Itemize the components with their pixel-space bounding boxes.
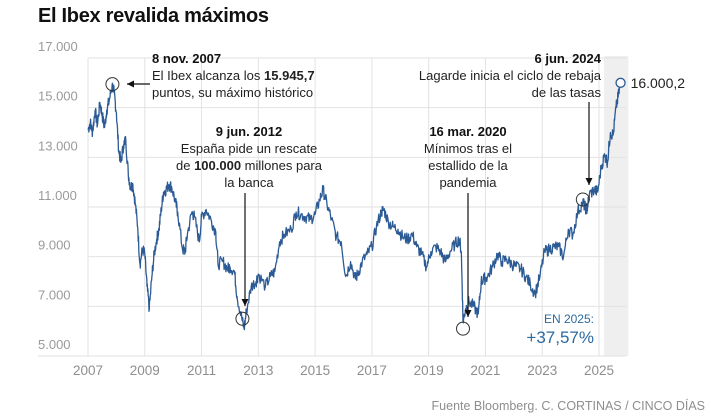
x-tick-label: 2025	[584, 363, 614, 378]
annotation-circle-marker	[235, 311, 250, 326]
y-tick-label: 15.000	[38, 89, 78, 104]
annotation-circle-marker	[575, 192, 590, 207]
annotation-text: estallido de la	[428, 158, 508, 173]
annotation-text: Mínimos tras el	[424, 141, 512, 156]
annotation-text: puntos, su máximo histórico	[152, 85, 313, 100]
annotation-circle-marker	[456, 321, 471, 336]
annotation-line: Mínimos tras el	[424, 141, 512, 156]
annotation-line: de 100.000 millones para	[176, 158, 323, 173]
annotation-text: El Ibex alcanza los	[152, 68, 264, 83]
y-tick-label: 17.000	[38, 39, 78, 54]
annotation-line: El Ibex alcanza los 15.945,7	[152, 68, 315, 83]
ytd-value: +37,57%	[526, 328, 594, 347]
annotation-line: estallido de la	[428, 158, 508, 173]
annotation-highlight: 100.000	[194, 158, 241, 173]
x-tick-label: 2023	[527, 363, 557, 378]
y-tick-label: 9.000	[38, 238, 71, 253]
annotation-text: la banca	[224, 175, 274, 190]
x-tick-label: 2013	[243, 363, 273, 378]
annotation-text: España pide un rescate	[181, 141, 318, 156]
y-tick-label: 13.000	[38, 138, 78, 153]
annotation-text: de las tasas	[532, 85, 602, 100]
annotation-lagarde-2024: 6 jun. 2024 Lagarde inicia el ciclo de re…	[419, 51, 602, 207]
series-line-ibex	[87, 82, 622, 331]
annotation-covid-2020: 16 mar. 2020 Mínimos tras el estallido de …	[424, 124, 512, 336]
annotation-line: pandemia	[439, 175, 497, 190]
x-tick-label: 2009	[130, 363, 160, 378]
annotation-text: pandemia	[439, 175, 497, 190]
annotation-arrowhead-icon	[241, 299, 249, 306]
x-tick-label: 2011	[187, 363, 216, 378]
annotation-peak-2007: 8 nov. 2007 El Ibex alcanza los 15.945,7 p…	[105, 51, 315, 100]
x-tick-label: 2007	[73, 363, 103, 378]
x-tick-label: 2021	[470, 363, 500, 378]
y-tick-label: 11.000	[38, 188, 77, 203]
annotation-circle-marker	[105, 77, 120, 92]
annotation-title: 8 nov. 2007	[152, 51, 221, 66]
annotation-arrowhead-icon	[585, 178, 593, 185]
annotation-arrowhead-icon	[127, 80, 134, 88]
x-tick-label: 2017	[357, 363, 387, 378]
source-credit: Fuente Bloomberg. C. CORTINAS / CINCO DÍ…	[431, 399, 705, 413]
y-tick-label: 5.000	[38, 337, 71, 352]
annotation-text: Lagarde inicia el ciclo de rebaja	[419, 68, 602, 83]
annotation-title: 6 jun. 2024	[535, 51, 602, 66]
annotation-line: España pide un rescate	[181, 141, 318, 156]
annotation-title: 16 mar. 2020	[429, 124, 506, 139]
chart-title: El Ibex revalida máximos	[38, 5, 269, 27]
last-value-marker	[615, 77, 626, 88]
x-tick-label: 2019	[414, 363, 444, 378]
annotation-line: puntos, su máximo histórico	[152, 85, 313, 100]
annotation-text: millones para	[241, 158, 323, 173]
annotation-title: 9 jun. 2012	[216, 124, 282, 139]
x-tick-label: 2015	[300, 363, 330, 378]
annotation-arrowhead-icon	[464, 310, 472, 317]
annotation-rescue-2012: 9 jun. 2012 España pide un rescate de 100.…	[176, 124, 323, 326]
last-value-label: 16.000,2	[631, 75, 686, 91]
annotation-text: de	[176, 158, 194, 173]
annotation-highlight: 15.945,7	[264, 68, 315, 83]
ytd-label: EN 2025:	[544, 312, 594, 326]
annotation-line: Lagarde inicia el ciclo de rebaja	[419, 68, 602, 83]
y-tick-label: 7.000	[38, 287, 71, 302]
annotation-line: de las tasas	[532, 85, 602, 100]
annotation-line: la banca	[224, 175, 274, 190]
